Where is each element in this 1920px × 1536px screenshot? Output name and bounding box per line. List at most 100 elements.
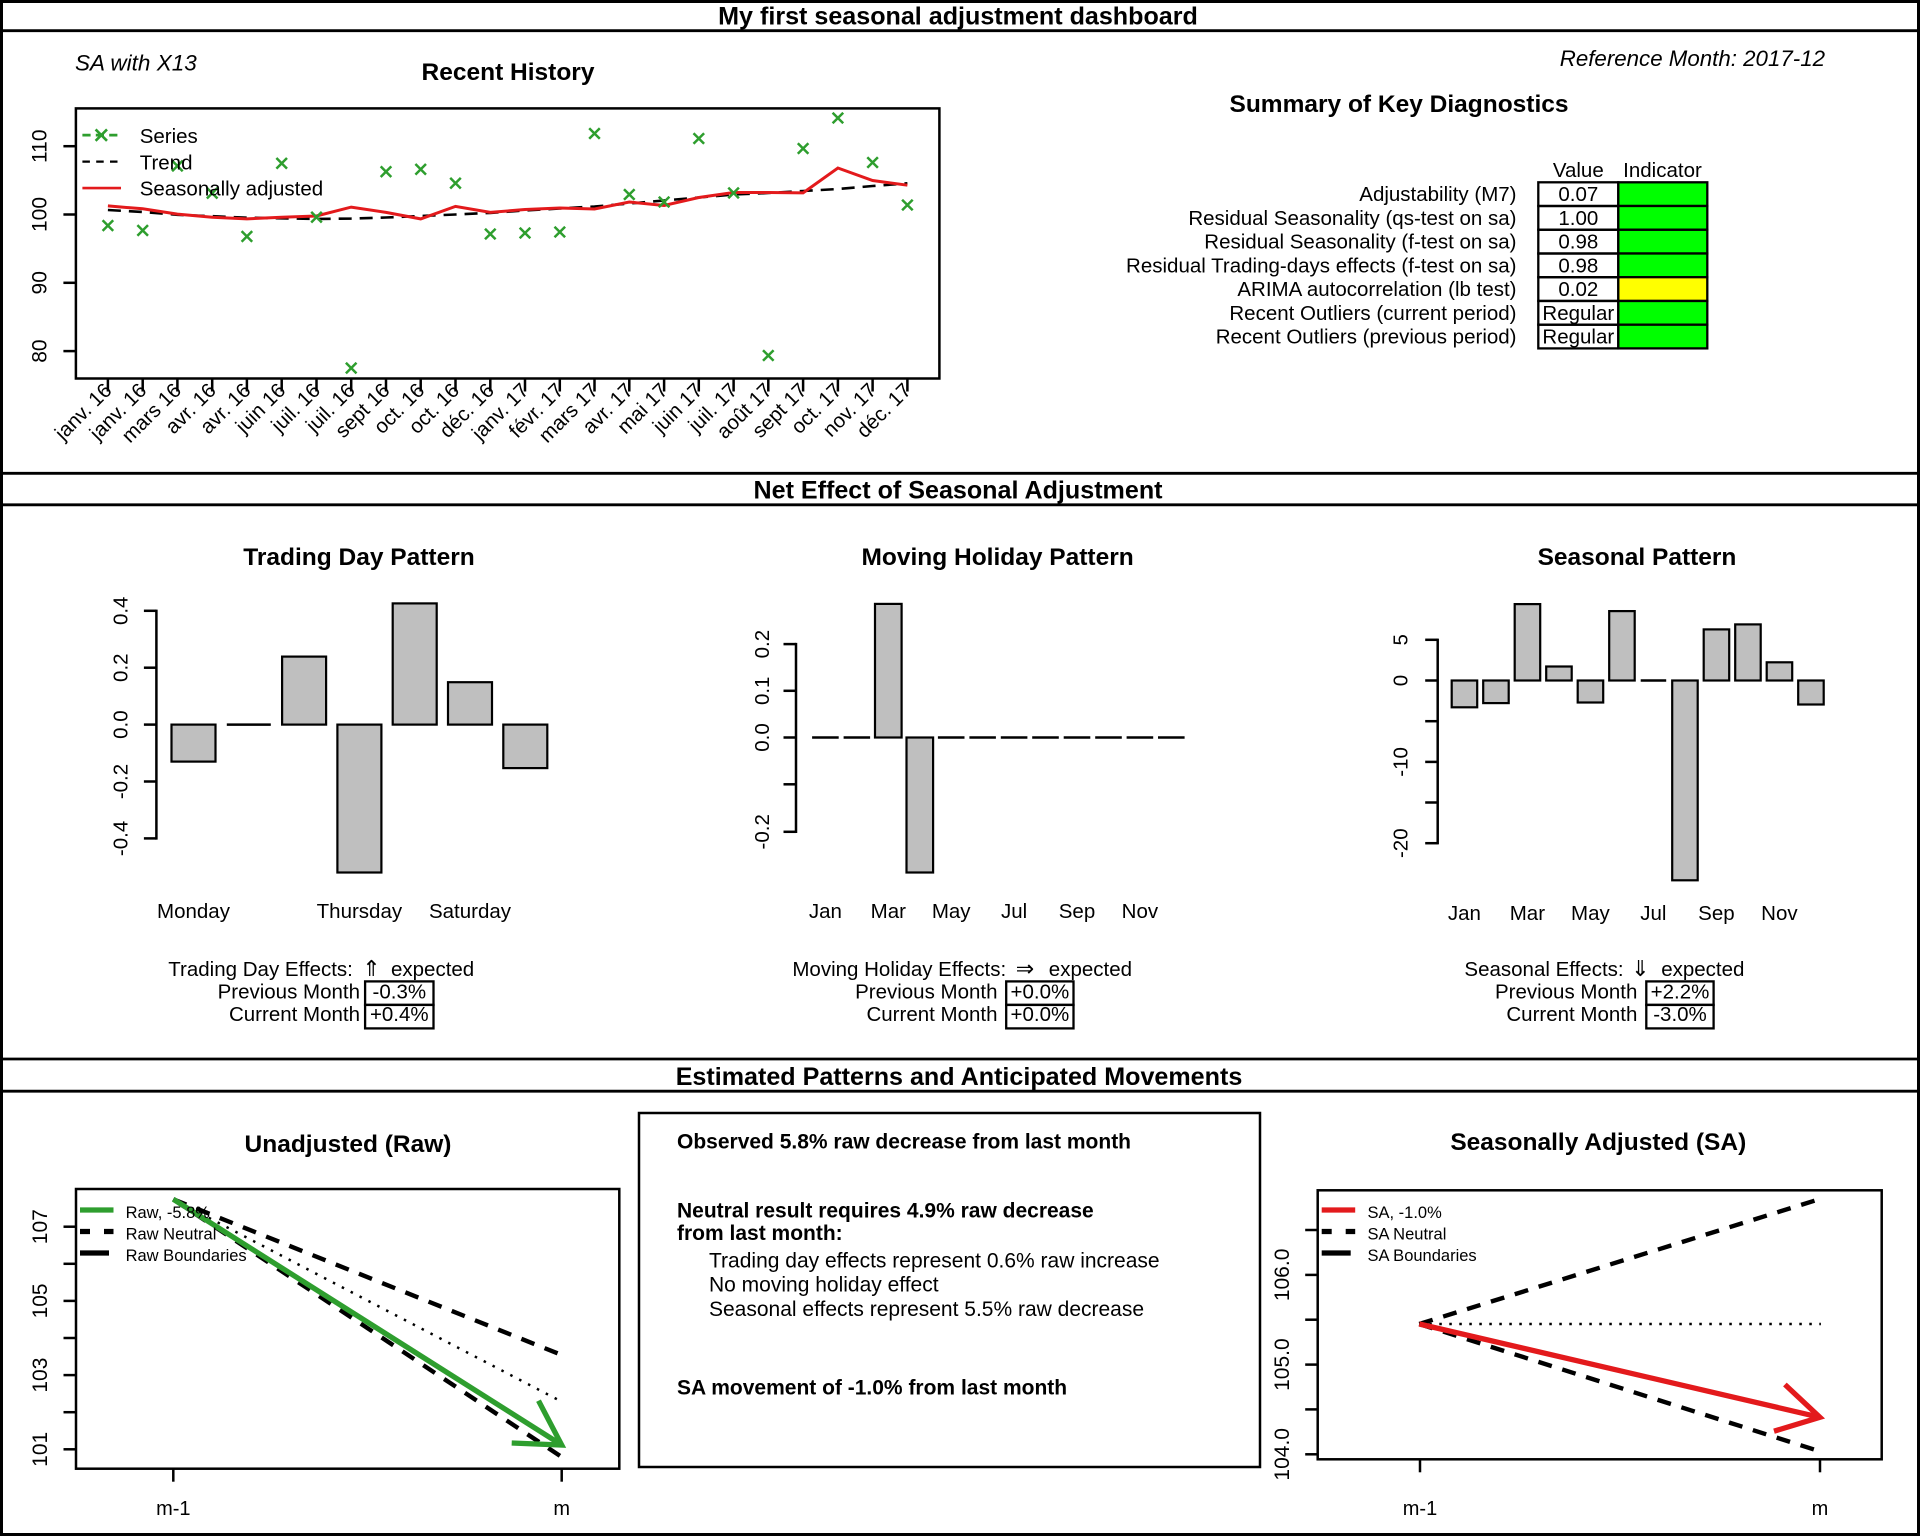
svg-text:-10: -10 — [1390, 747, 1413, 777]
svg-text:0.0: 0.0 — [751, 723, 774, 752]
svg-text:Observed 5.8% raw decrease fro: Observed 5.8% raw decrease from last mon… — [677, 1131, 1131, 1154]
svg-text:Recent Outliers (previous peri: Recent Outliers (previous period) — [1216, 326, 1517, 349]
svg-text:m: m — [553, 1498, 570, 1520]
svg-text:101: 101 — [29, 1432, 52, 1467]
svg-text:Trading Day Pattern: Trading Day Pattern — [243, 544, 474, 571]
svg-text:Regular: Regular — [1542, 302, 1614, 325]
svg-text:Mar: Mar — [871, 900, 906, 923]
svg-text:Raw Boundaries: Raw Boundaries — [126, 1247, 247, 1265]
svg-text:-0.3%: -0.3% — [373, 980, 427, 1003]
svg-text:expected: expected — [1049, 958, 1132, 981]
svg-text:⇑: ⇑ — [362, 956, 380, 981]
svg-text:Current Month: Current Month — [866, 1003, 997, 1026]
svg-text:Seasonally adjusted: Seasonally adjusted — [140, 178, 324, 201]
svg-text:106.0: 106.0 — [1271, 1249, 1294, 1302]
svg-text:0.2: 0.2 — [751, 630, 774, 659]
svg-text:0.0: 0.0 — [110, 710, 133, 739]
svg-text:105: 105 — [29, 1283, 52, 1318]
svg-text:Jul: Jul — [1640, 902, 1666, 925]
svg-text:110: 110 — [29, 129, 52, 162]
svg-text:90: 90 — [29, 271, 52, 294]
svg-text:Saturday: Saturday — [429, 900, 512, 923]
svg-text:Seasonally Adjusted (SA): Seasonally Adjusted (SA) — [1450, 1129, 1746, 1156]
svg-text:104.0: 104.0 — [1271, 1428, 1294, 1481]
svg-text:Previous Month: Previous Month — [855, 980, 997, 1003]
svg-text:Mar: Mar — [1510, 902, 1545, 925]
svg-text:1.00: 1.00 — [1558, 207, 1598, 230]
svg-text:107: 107 — [29, 1209, 52, 1244]
svg-text:No moving holiday effect: No moving holiday effect — [709, 1274, 939, 1297]
svg-text:Series: Series — [140, 125, 198, 148]
svg-text:Unadjusted (Raw): Unadjusted (Raw) — [245, 1131, 452, 1158]
svg-text:Trend: Trend — [140, 151, 193, 174]
svg-text:80: 80 — [29, 339, 52, 362]
svg-text:0.02: 0.02 — [1558, 278, 1598, 301]
svg-text:Net Effect of Seasonal Adjustm: Net Effect of Seasonal Adjustment — [754, 477, 1164, 505]
svg-text:expected: expected — [391, 958, 474, 981]
svg-text:expected: expected — [1661, 958, 1744, 981]
svg-text:5: 5 — [1390, 634, 1413, 645]
svg-text:+0.0%: +0.0% — [1011, 1003, 1070, 1026]
svg-text:m-1: m-1 — [156, 1498, 190, 1520]
svg-text:May: May — [932, 900, 971, 923]
svg-text:m-1: m-1 — [1403, 1498, 1437, 1520]
svg-text:Previous Month: Previous Month — [1495, 980, 1637, 1003]
svg-text:0.1: 0.1 — [751, 677, 774, 706]
svg-text:Seasonal Effects:: Seasonal Effects: — [1464, 958, 1623, 981]
svg-text:SA, -1.0%: SA, -1.0% — [1368, 1204, 1443, 1222]
svg-text:Thursday: Thursday — [317, 900, 403, 923]
svg-text:+2.2%: +2.2% — [1651, 980, 1710, 1003]
svg-text:+0.0%: +0.0% — [1011, 980, 1070, 1003]
svg-text:Raw Neutral: Raw Neutral — [126, 1226, 217, 1244]
svg-text:-0.2: -0.2 — [751, 814, 774, 849]
svg-text:-20: -20 — [1390, 828, 1413, 858]
svg-text:Raw, -5.8%: Raw, -5.8% — [126, 1204, 211, 1222]
svg-text:Residual Seasonality (qs-test: Residual Seasonality (qs-test on sa) — [1188, 207, 1516, 230]
svg-text:0.07: 0.07 — [1558, 183, 1598, 206]
svg-text:Moving Holiday Pattern: Moving Holiday Pattern — [861, 544, 1133, 571]
svg-text:from last month:: from last month: — [677, 1222, 843, 1245]
svg-text:Summary of Key Diagnostics: Summary of Key Diagnostics — [1229, 91, 1568, 118]
svg-text:-0.4: -0.4 — [110, 821, 133, 856]
svg-text:Previous Month: Previous Month — [218, 980, 360, 1003]
svg-text:Regular: Regular — [1542, 326, 1614, 349]
svg-text:Trading day effects represent: Trading day effects represent 0.6% raw i… — [709, 1249, 1160, 1272]
svg-text:Seasonal Pattern: Seasonal Pattern — [1538, 544, 1737, 571]
svg-text:ARIMA autocorrelation (lb test: ARIMA autocorrelation (lb test) — [1237, 278, 1516, 301]
svg-text:105.0: 105.0 — [1271, 1338, 1294, 1391]
svg-text:Monday: Monday — [157, 900, 231, 923]
svg-text:Neutral result requires 4.9% r: Neutral result requires 4.9% raw decreas… — [677, 1199, 1094, 1222]
svg-text:0: 0 — [1390, 675, 1413, 686]
svg-text:+0.4%: +0.4% — [370, 1003, 429, 1026]
svg-text:m: m — [1812, 1498, 1829, 1520]
svg-text:My first seasonal adjustment d: My first seasonal adjustment dashboard — [718, 3, 1198, 31]
svg-text:Seasonal effects represent 5.5: Seasonal effects represent 5.5% raw decr… — [709, 1298, 1144, 1321]
svg-text:Estimated Patterns and Anticip: Estimated Patterns and Anticipated Movem… — [676, 1063, 1243, 1091]
svg-text:May: May — [1571, 902, 1610, 925]
svg-text:SA movement of -1.0% from last: SA movement of -1.0% from last month — [677, 1376, 1067, 1399]
svg-text:Trading Day Effects:: Trading Day Effects: — [168, 958, 353, 981]
svg-text:0.98: 0.98 — [1558, 231, 1598, 254]
svg-text:0.4: 0.4 — [110, 597, 133, 626]
svg-text:0.98: 0.98 — [1558, 254, 1598, 277]
svg-text:Sep: Sep — [1698, 902, 1734, 925]
svg-text:Recent History: Recent History — [422, 59, 595, 86]
svg-text:Current Month: Current Month — [1506, 1003, 1637, 1026]
svg-text:Nov: Nov — [1122, 900, 1159, 923]
svg-text:Value: Value — [1553, 159, 1604, 182]
svg-text:Residual Trading-days effects: Residual Trading-days effects (f-test on… — [1126, 254, 1516, 277]
svg-text:⇒: ⇒ — [1016, 956, 1034, 981]
svg-text:SA with X13: SA with X13 — [75, 51, 197, 76]
svg-text:Adjustability (M7): Adjustability (M7) — [1359, 183, 1516, 206]
svg-text:Recent Outliers (current perio: Recent Outliers (current period) — [1229, 302, 1516, 325]
svg-text:⇓: ⇓ — [1631, 956, 1649, 981]
svg-text:Indicator: Indicator — [1623, 159, 1702, 182]
svg-text:Jan: Jan — [809, 900, 842, 923]
svg-text:SA Neutral: SA Neutral — [1368, 1226, 1447, 1244]
svg-text:100: 100 — [29, 197, 52, 232]
svg-text:Nov: Nov — [1761, 902, 1798, 925]
svg-text:Sep: Sep — [1059, 900, 1095, 923]
svg-text:Jul: Jul — [1001, 900, 1027, 923]
svg-text:103: 103 — [29, 1358, 52, 1393]
svg-text:SA Boundaries: SA Boundaries — [1368, 1247, 1477, 1265]
